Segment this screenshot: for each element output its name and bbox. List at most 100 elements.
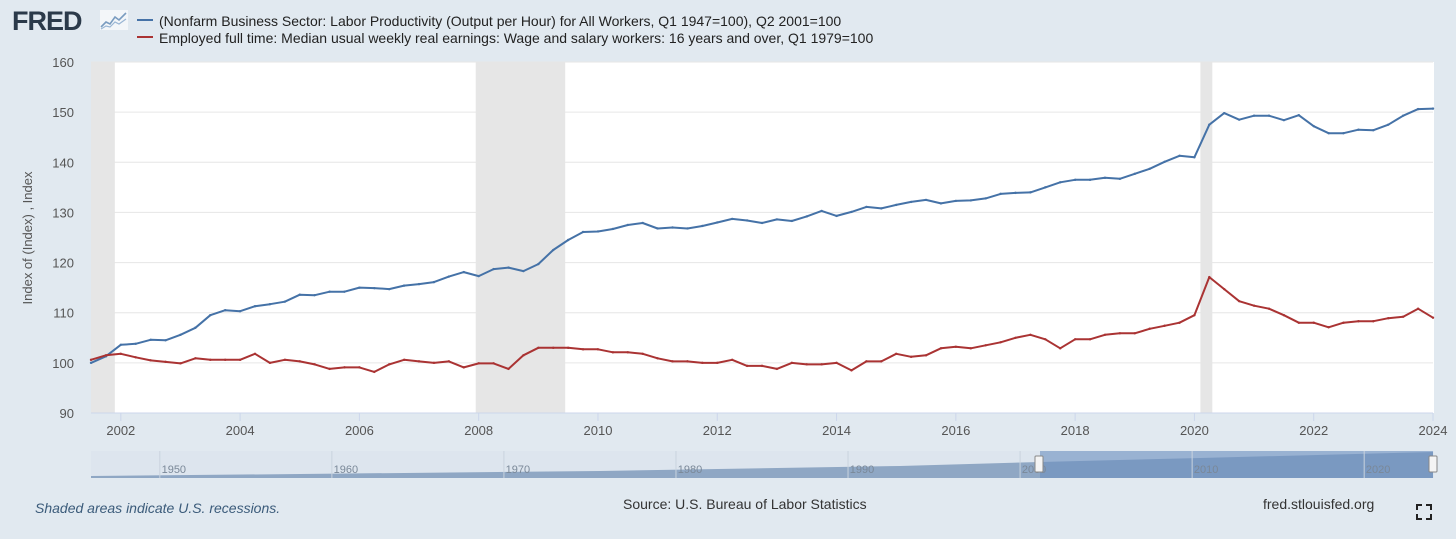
fullscreen-icon[interactable]: [1415, 503, 1433, 521]
data-point-0: [179, 333, 182, 336]
data-point-0: [745, 219, 749, 222]
data-point-0: [581, 230, 585, 234]
data-point-1: [1312, 321, 1315, 324]
x-axis: 2002 2004 2006 2008 2010 2012 2014 2016 2018 2020…: [91, 412, 1447, 438]
data-point-1: [1073, 338, 1077, 341]
data-point-1: [1416, 307, 1420, 310]
data-point-1: [224, 358, 227, 362]
legend-item-productivity[interactable]: (Nonfarm Business Sector: Labor Producti…: [137, 12, 841, 30]
data-point-1: [492, 362, 495, 365]
data-point-1: [179, 362, 182, 365]
y-tick-label: 100: [52, 356, 74, 371]
data-point-1: [641, 352, 644, 356]
data-point-0: [1193, 156, 1196, 159]
data-point-1: [775, 367, 779, 371]
data-point-1: [969, 347, 972, 350]
data-point-1: [447, 360, 451, 363]
time-navigator[interactable]: 1950 1960 1970 1980 1990 2000 2010 2020: [91, 451, 1438, 478]
data-point-0: [283, 300, 287, 303]
data-point-0: [730, 217, 734, 221]
data-point-1: [209, 358, 212, 362]
navigator-left-handle[interactable]: [1034, 455, 1044, 473]
navigator-selection[interactable]: [1040, 451, 1433, 478]
data-point-1: [1357, 320, 1360, 323]
data-point-1: [596, 348, 600, 351]
data-point-0: [880, 207, 883, 210]
data-point-0: [537, 262, 540, 266]
data-point-0: [805, 215, 808, 218]
x-tick-label: 2016: [941, 423, 970, 438]
data-point-1: [1327, 326, 1330, 329]
data-point-1: [253, 352, 257, 356]
x-tick-label: 2012: [703, 423, 732, 438]
data-point-1: [1148, 327, 1151, 330]
data-point-0: [477, 274, 480, 278]
data-point-0: [1297, 113, 1301, 117]
data-point-1: [358, 366, 361, 369]
data-point-1: [745, 364, 749, 368]
data-point-1: [1252, 304, 1256, 307]
data-point-0: [328, 290, 331, 293]
data-point-1: [238, 358, 242, 362]
recession-note: Shaded areas indicate U.S. recessions.: [35, 500, 281, 516]
data-point-1: [924, 354, 928, 357]
data-point-1: [1431, 316, 1435, 319]
site-link[interactable]: fred.stlouisfed.org: [1263, 496, 1375, 512]
data-point-0: [89, 361, 93, 365]
data-point-1: [1014, 336, 1017, 339]
navigator-ticks: 1950 1960 1970 1980 1990 2000 2010 2020: [159, 451, 1390, 478]
navigator-tick-label: 1950: [162, 464, 186, 476]
data-point-1: [298, 360, 301, 363]
data-point-0: [924, 198, 928, 202]
data-point-0: [1327, 132, 1330, 135]
data-point-1: [835, 361, 838, 365]
x-tick-label: 2020: [1180, 423, 1209, 438]
navigator-tick-label: 1990: [850, 464, 874, 476]
data-point-1: [909, 355, 913, 359]
x-tick-label: 2018: [1061, 423, 1090, 438]
y-tick-label: 150: [52, 105, 74, 120]
line-chart-icon: [100, 10, 128, 30]
data-point-1: [417, 360, 421, 363]
data-point-1: [343, 366, 346, 369]
data-point-0: [641, 221, 644, 225]
data-point-0: [1416, 107, 1420, 111]
data-point-1: [1401, 315, 1405, 318]
grid-lines: [91, 61, 1433, 414]
data-point-1: [313, 363, 316, 366]
x-tick-label: 2002: [106, 423, 135, 438]
data-point-0: [134, 342, 137, 346]
data-point-0: [775, 218, 779, 221]
data-point-1: [1059, 347, 1062, 350]
navigator-tick-label: 2020: [1366, 464, 1390, 476]
data-point-1: [462, 366, 465, 369]
data-point-0: [209, 314, 212, 317]
data-point-0: [1357, 128, 1360, 131]
recession-band-1: [475, 62, 566, 413]
data-point-0: [1148, 167, 1151, 171]
y-tick-label: 160: [52, 55, 74, 70]
x-tick-label: 2004: [226, 423, 255, 438]
data-point-0: [1044, 186, 1047, 189]
data-point-0: [417, 282, 421, 286]
x-tick-label: 2006: [345, 423, 374, 438]
navigator-tick-label: 1980: [678, 464, 702, 476]
data-point-1: [581, 348, 585, 351]
x-tick-label: 2022: [1299, 423, 1328, 438]
data-point-1: [1044, 338, 1047, 341]
data-point-0: [1029, 191, 1032, 194]
data-point-0: [462, 270, 465, 274]
fred-logo-text: FRED: [12, 6, 82, 36]
data-point-1: [1088, 338, 1092, 341]
data-point-0: [194, 326, 197, 329]
legend-label-earnings: Employed full time: Median usual weekly …: [159, 30, 874, 46]
data-point-1: [1267, 307, 1271, 310]
navigator-right-handle[interactable]: [1428, 455, 1438, 473]
data-point-0: [1401, 114, 1405, 117]
data-point-0: [1431, 107, 1435, 110]
data-point-0: [686, 227, 689, 230]
data-point-1: [402, 358, 406, 362]
legend-item-earnings[interactable]: Employed full time: Median usual weekly …: [137, 29, 873, 47]
data-point-1: [1223, 287, 1226, 291]
fred-logo[interactable]: FRED: [12, 6, 82, 36]
